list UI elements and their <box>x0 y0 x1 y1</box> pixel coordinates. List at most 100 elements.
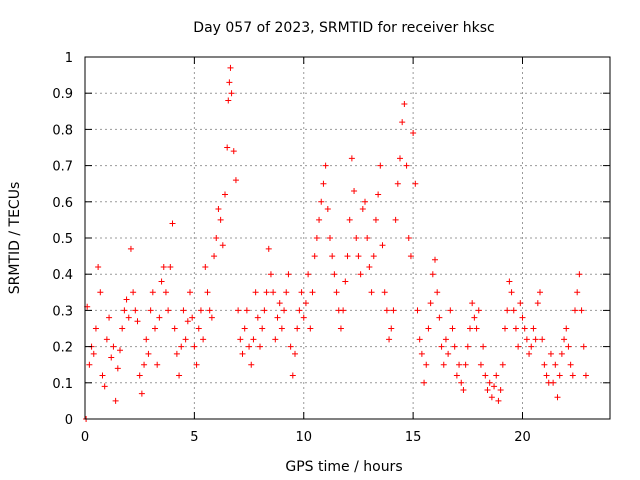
data-point <box>173 350 180 357</box>
data-point <box>351 187 358 194</box>
y-tick-label: 0.2 <box>52 341 73 356</box>
data-point <box>292 350 298 357</box>
y-tick-label: 0.5 <box>52 232 73 247</box>
data-point <box>458 379 465 386</box>
data-point <box>394 180 401 187</box>
data-point <box>403 162 410 169</box>
data-point <box>357 271 364 278</box>
data-point <box>475 307 482 314</box>
data-point <box>370 253 377 260</box>
data-point <box>206 307 213 314</box>
data-point <box>550 379 557 386</box>
data-point <box>451 343 458 350</box>
data-point <box>237 336 244 343</box>
data-point <box>506 278 513 285</box>
data-point <box>162 289 169 296</box>
data-point <box>265 245 272 252</box>
data-point <box>460 387 467 394</box>
data-point <box>309 289 316 296</box>
data-point <box>259 325 266 332</box>
data-point <box>368 289 375 296</box>
data-point <box>486 379 493 386</box>
data-point <box>143 336 150 343</box>
data-point <box>340 307 347 314</box>
chart-title: Day 057 of 2023, SRMTID for receiver hks… <box>193 20 494 36</box>
data-point <box>416 336 423 343</box>
data-point <box>257 343 263 350</box>
data-point <box>130 289 137 296</box>
data-point <box>200 336 207 343</box>
data-point <box>252 289 259 296</box>
data-point <box>477 361 484 368</box>
data-point <box>152 325 158 332</box>
data-point <box>497 387 504 394</box>
data-point <box>561 336 568 343</box>
data-point <box>302 300 309 307</box>
y-tick-label: 0.6 <box>52 196 73 211</box>
data-point <box>305 271 312 278</box>
data-point <box>97 289 104 296</box>
data-point <box>180 307 187 314</box>
data-point <box>110 343 117 350</box>
x-tick-label: 20 <box>514 430 531 445</box>
y-tick-label: 0.4 <box>52 268 73 283</box>
data-point <box>114 365 121 372</box>
data-point <box>397 155 403 162</box>
data-point <box>217 216 224 223</box>
data-point <box>362 198 368 205</box>
data-point <box>267 271 274 278</box>
data-point <box>580 343 587 350</box>
data-point <box>410 130 417 137</box>
data-point <box>388 325 395 332</box>
data-point <box>182 336 189 343</box>
data-point <box>103 336 110 343</box>
data-point <box>232 177 239 184</box>
data-point <box>329 253 336 260</box>
data-point <box>537 289 543 296</box>
data-point <box>215 206 222 213</box>
data-point <box>243 307 250 314</box>
data-point <box>296 307 303 314</box>
data-point <box>250 336 257 343</box>
data-point <box>222 191 228 198</box>
data-point <box>184 318 191 325</box>
data-point <box>202 263 209 270</box>
data-point <box>281 307 288 314</box>
data-point <box>263 289 270 296</box>
data-point <box>521 325 528 332</box>
data-point <box>145 350 152 357</box>
data-point <box>449 325 456 332</box>
data-point <box>318 198 325 205</box>
data-point <box>456 361 463 368</box>
data-point <box>154 361 161 368</box>
data-point <box>136 372 143 379</box>
data-point <box>578 307 585 314</box>
data-point <box>272 336 279 343</box>
data-point <box>353 235 360 241</box>
data-point <box>567 361 574 368</box>
data-point <box>510 307 517 314</box>
data-point <box>346 216 353 223</box>
tick-labels: 00.10.20.30.40.50.60.70.80.910 5 10 15 20 <box>52 51 530 445</box>
data-point <box>528 343 535 350</box>
data-point <box>235 307 242 314</box>
data-point <box>307 325 314 332</box>
data-point <box>169 220 176 227</box>
data-point <box>530 325 537 332</box>
data-point <box>178 343 185 350</box>
data-point <box>298 289 305 296</box>
data-point <box>311 253 318 260</box>
data-point <box>92 325 99 332</box>
data-point <box>289 372 296 379</box>
data-point <box>438 343 445 350</box>
data-point <box>427 300 434 307</box>
data-point <box>333 289 340 296</box>
data-point <box>193 361 200 368</box>
data-point <box>519 314 526 321</box>
y-tick-label: 0 <box>65 413 73 428</box>
data-point <box>383 307 390 314</box>
data-point <box>532 336 539 343</box>
data-point <box>176 372 183 379</box>
data-point <box>482 372 489 379</box>
